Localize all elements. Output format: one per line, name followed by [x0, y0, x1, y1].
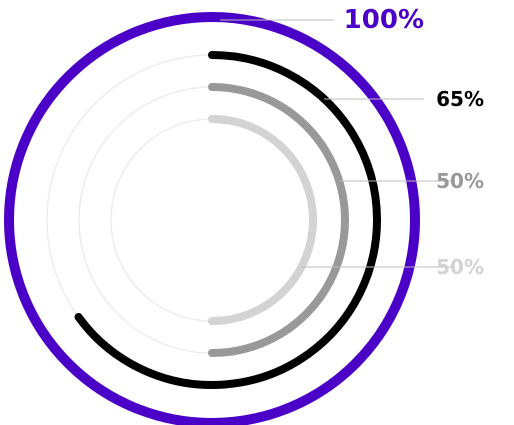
- value-label-3: 50%: [436, 169, 484, 193]
- percent-labels: 100% 65% 50% 50%: [344, 5, 484, 279]
- leader-lines: [220, 19, 454, 268]
- progress-arc-1: [4, 12, 420, 425]
- value-label-2: 65%: [436, 87, 484, 111]
- value-label-1: 100%: [344, 5, 424, 35]
- progress-arcs: [4, 12, 420, 425]
- value-label-4: 50%: [436, 255, 484, 279]
- progress-arc-2: [74, 51, 381, 389]
- progress-arc-4: [208, 115, 317, 325]
- progress-arc-3: [208, 83, 349, 357]
